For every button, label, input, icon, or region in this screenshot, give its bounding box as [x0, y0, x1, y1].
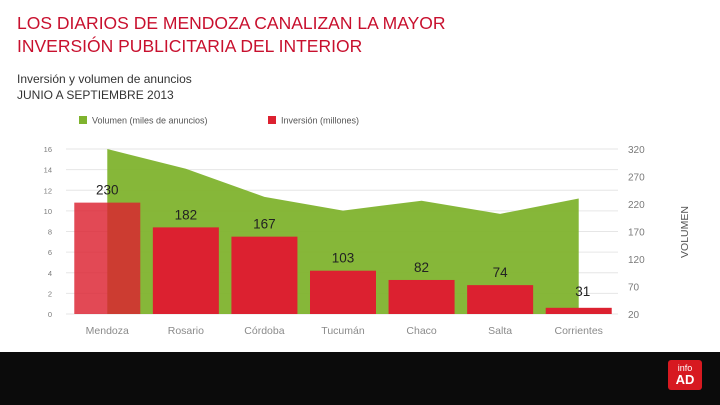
footer-bar: [0, 352, 720, 405]
investment-bar: [545, 307, 612, 314]
investment-bar: [74, 202, 141, 314]
investment-bar: [388, 279, 455, 314]
data-label: 82: [414, 260, 429, 275]
logo-text-bottom: AD: [675, 372, 695, 387]
investment-bar: [467, 285, 534, 314]
data-label: 182: [175, 207, 198, 222]
category-label: Corrientes: [554, 325, 602, 337]
investment-bar: [152, 227, 219, 314]
chart-subtitle: Inversión y volumen de anuncios JUNIO A …: [17, 72, 192, 103]
legend-label-investment: Inversión (millones): [281, 116, 359, 126]
category-label: Mendoza: [86, 325, 129, 337]
category-label: Rosario: [168, 325, 204, 337]
right-tick-label: 20: [628, 310, 640, 321]
right-axis-label: VOLUMEN: [679, 206, 691, 258]
category-label: Salta: [488, 325, 512, 337]
infoad-logo: info AD: [668, 360, 702, 390]
left-tick-label: 2: [48, 289, 52, 298]
legend-label-volume: Volumen (miles de anuncios): [92, 116, 208, 126]
right-tick-label: 270: [628, 173, 645, 184]
data-label: 74: [493, 265, 509, 280]
investment-bar: [231, 236, 298, 314]
category-label: Chaco: [406, 325, 437, 337]
volume-area: [107, 149, 579, 314]
right-tick-label: 120: [628, 255, 645, 266]
left-tick-label: 16: [44, 145, 52, 154]
title-line-1: LOS DIARIOS DE MENDOZA CANALIZAN LA MAYO…: [17, 13, 446, 33]
data-label: 103: [332, 251, 355, 266]
left-tick-label: 0: [48, 310, 52, 319]
investment-bar: [310, 270, 376, 314]
left-tick-label: 12: [44, 186, 52, 195]
category-label: Córdoba: [244, 325, 284, 337]
right-tick-label: 170: [628, 228, 645, 239]
left-tick-label: 8: [48, 228, 52, 237]
legend-swatch-investment: [268, 116, 276, 124]
logo-text-top: info: [677, 363, 693, 373]
subtitle-line-2: JUNIO A SEPTIEMBRE 2013: [17, 87, 174, 102]
left-tick-label: 14: [44, 166, 52, 175]
title-line-2: INVERSIÓN PUBLICITARIA DEL INTERIOR: [17, 36, 363, 56]
left-tick-label: 6: [48, 248, 52, 257]
left-tick-label: 10: [44, 207, 52, 216]
right-tick-label: 320: [628, 145, 645, 156]
right-tick-label: 220: [628, 200, 645, 211]
left-tick-label: 4: [48, 269, 52, 278]
legend-swatch-volume: [79, 116, 87, 124]
data-label: 167: [253, 217, 276, 232]
category-label: Tucumán: [321, 325, 365, 337]
data-label: 230: [96, 183, 119, 198]
subtitle-line-1: Inversión y volumen de anuncios: [17, 72, 192, 86]
right-tick-label: 70: [628, 283, 640, 294]
data-label: 31: [575, 284, 590, 299]
page-title: LOS DIARIOS DE MENDOZA CANALIZAN LA MAYO…: [17, 12, 617, 58]
